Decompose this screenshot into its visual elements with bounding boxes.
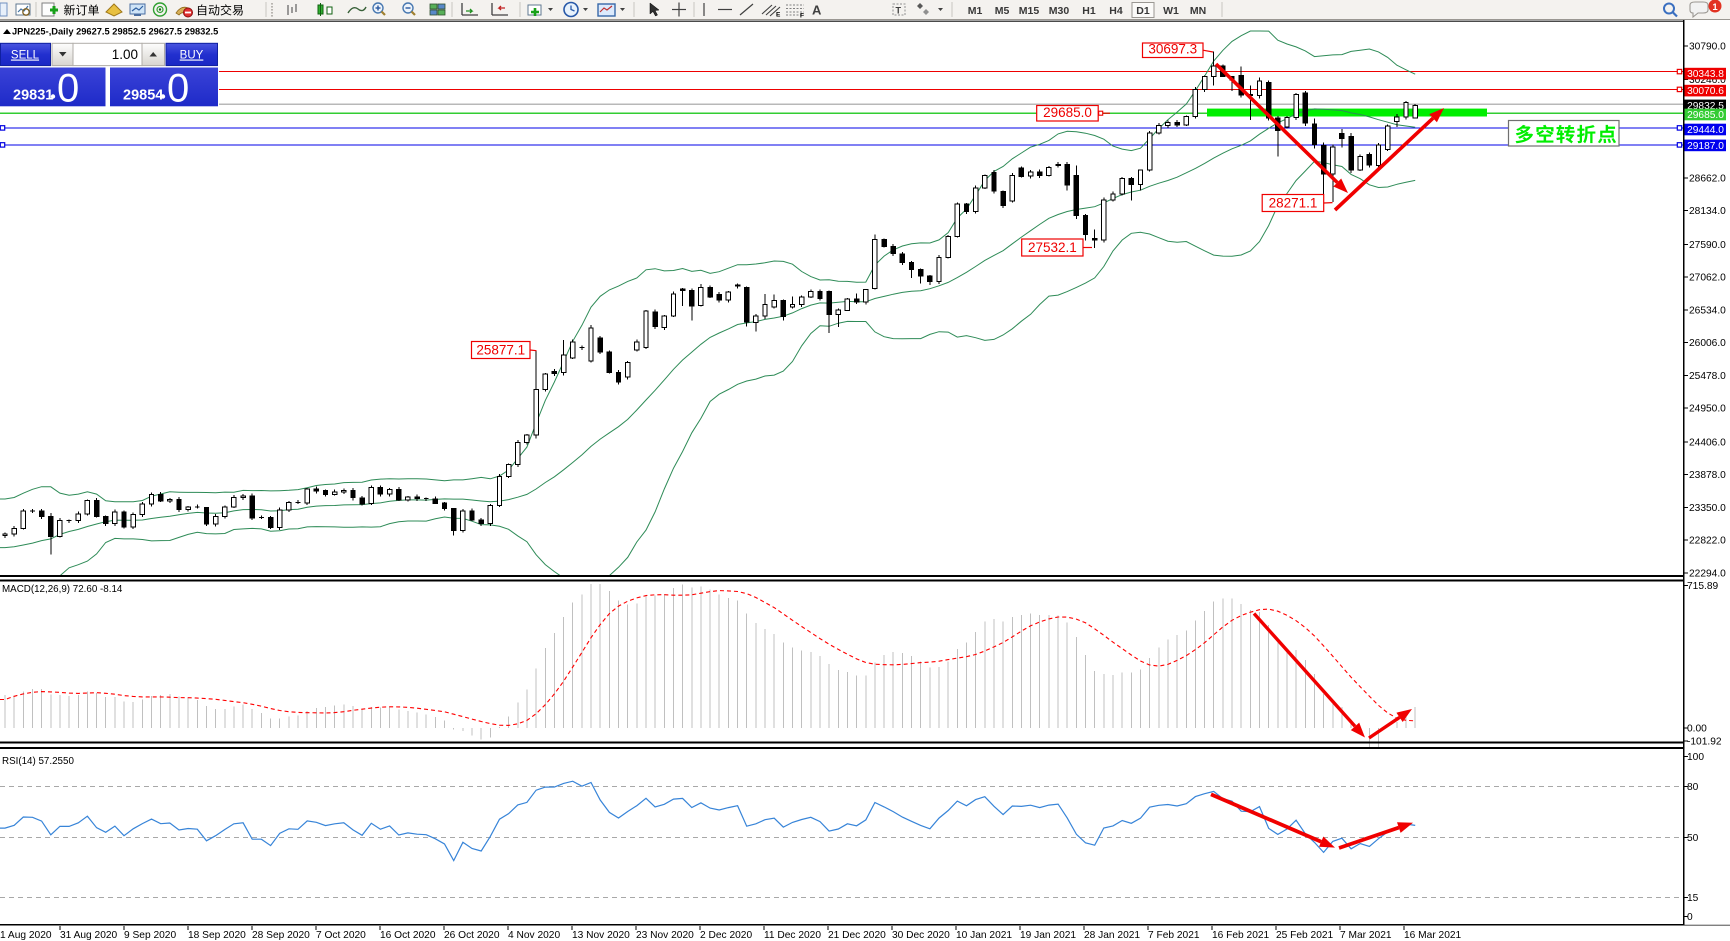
- svg-text:29832.5: 29832.5: [1687, 101, 1724, 112]
- svg-text:30343.8: 30343.8: [1687, 69, 1724, 80]
- svg-text:D1: D1: [1136, 5, 1150, 17]
- svg-text:25 Feb 2021: 25 Feb 2021: [1276, 930, 1334, 941]
- svg-text:M1: M1: [968, 5, 983, 17]
- svg-text:10 Jan 2021: 10 Jan 2021: [956, 930, 1012, 941]
- svg-text:22294.0: 22294.0: [1689, 569, 1726, 580]
- svg-text:1: 1: [1712, 2, 1718, 13]
- svg-text:M15: M15: [1019, 5, 1040, 17]
- svg-text:2 Dec 2020: 2 Dec 2020: [700, 930, 752, 941]
- svg-text:24950.0: 24950.0: [1689, 404, 1726, 415]
- svg-text:21 Dec 2020: 21 Dec 2020: [828, 930, 886, 941]
- svg-text:31 Aug 2020: 31 Aug 2020: [60, 930, 118, 941]
- svg-text:16 Mar 2021: 16 Mar 2021: [1404, 930, 1462, 941]
- svg-text:22822.0: 22822.0: [1689, 536, 1726, 547]
- svg-text:25478.0: 25478.0: [1689, 371, 1726, 382]
- svg-text:30070.6: 30070.6: [1687, 86, 1724, 97]
- svg-text:28134.0: 28134.0: [1689, 206, 1726, 217]
- svg-text:100: 100: [1687, 752, 1704, 763]
- svg-text:30 Dec 2020: 30 Dec 2020: [892, 930, 950, 941]
- svg-text:30246.0: 30246.0: [1689, 75, 1726, 86]
- svg-text:15: 15: [1687, 893, 1699, 904]
- svg-text:M5: M5: [995, 5, 1010, 17]
- svg-text:-101.92: -101.92: [1687, 737, 1722, 748]
- svg-text:H1: H1: [1082, 5, 1096, 17]
- svg-text:29685.0: 29685.0: [1687, 110, 1724, 121]
- svg-text:1 Aug 2020: 1 Aug 2020: [0, 930, 52, 941]
- svg-text:24406.0: 24406.0: [1689, 438, 1726, 449]
- svg-text:4 Nov 2020: 4 Nov 2020: [508, 930, 560, 941]
- svg-text:26 Oct 2020: 26 Oct 2020: [444, 930, 500, 941]
- svg-text:28271.1: 28271.1: [1269, 196, 1318, 211]
- svg-text:27532.1: 27532.1: [1028, 240, 1077, 255]
- svg-text:MACD(12,26,9) 72.60 -8.14: MACD(12,26,9) 72.60 -8.14: [2, 584, 123, 595]
- svg-text:30790.0: 30790.0: [1689, 42, 1726, 53]
- svg-text:BUY: BUY: [180, 50, 204, 62]
- svg-text:715.89: 715.89: [1687, 581, 1718, 592]
- svg-text:0: 0: [1687, 912, 1693, 923]
- svg-text:RSI(14) 57.2550: RSI(14) 57.2550: [2, 756, 74, 767]
- svg-text:16 Oct 2020: 16 Oct 2020: [380, 930, 436, 941]
- svg-text:30697.3: 30697.3: [1148, 42, 1197, 57]
- svg-text:18 Sep 2020: 18 Sep 2020: [188, 930, 246, 941]
- svg-text:29187.0: 29187.0: [1687, 141, 1724, 152]
- svg-text:MN: MN: [1190, 5, 1206, 17]
- svg-text:50: 50: [1687, 833, 1699, 844]
- svg-text:29831: 29831: [13, 88, 53, 104]
- svg-text:1.00: 1.00: [112, 47, 138, 62]
- svg-text:A: A: [812, 3, 822, 18]
- svg-text:27590.0: 27590.0: [1689, 240, 1726, 251]
- svg-text:28662.0: 28662.0: [1689, 174, 1726, 185]
- svg-text:23 Nov 2020: 23 Nov 2020: [636, 930, 694, 941]
- svg-text:80: 80: [1687, 782, 1699, 793]
- svg-text:28 Jan 2021: 28 Jan 2021: [1084, 930, 1140, 941]
- svg-text:M30: M30: [1049, 5, 1070, 17]
- svg-text:SELL: SELL: [11, 50, 40, 62]
- svg-text:29854: 29854: [123, 88, 163, 104]
- svg-text:28 Sep 2020: 28 Sep 2020: [252, 930, 310, 941]
- svg-text:7 Mar 2021: 7 Mar 2021: [1340, 930, 1392, 941]
- svg-text:T: T: [896, 6, 902, 16]
- svg-text:W1: W1: [1163, 5, 1179, 17]
- svg-text:16 Feb 2021: 16 Feb 2021: [1212, 930, 1270, 941]
- svg-text:29444.0: 29444.0: [1687, 125, 1724, 136]
- svg-text:E: E: [776, 12, 781, 19]
- svg-text:11 Dec 2020: 11 Dec 2020: [764, 930, 821, 941]
- svg-text:29685.0: 29685.0: [1043, 105, 1092, 120]
- svg-text:7 Feb 2021: 7 Feb 2021: [1148, 930, 1200, 941]
- svg-text:JPN225-,Daily 29627.5 29852.5: JPN225-,Daily 29627.5 29852.5 29627.5 29…: [12, 27, 218, 37]
- svg-text:H4: H4: [1109, 5, 1123, 17]
- svg-text:9 Sep 2020: 9 Sep 2020: [124, 930, 176, 941]
- svg-text:25877.1: 25877.1: [476, 343, 525, 358]
- svg-text:26006.0: 26006.0: [1689, 338, 1726, 349]
- svg-text:26534.0: 26534.0: [1689, 306, 1726, 317]
- svg-text:0.00: 0.00: [1687, 724, 1707, 735]
- svg-text:F: F: [800, 13, 804, 20]
- svg-text:0: 0: [167, 67, 189, 111]
- svg-text:7 Oct 2020: 7 Oct 2020: [316, 930, 366, 941]
- svg-text:27062.0: 27062.0: [1689, 273, 1726, 284]
- svg-text:13 Nov 2020: 13 Nov 2020: [572, 930, 630, 941]
- svg-text:23878.0: 23878.0: [1689, 470, 1726, 481]
- svg-text:0: 0: [57, 67, 79, 111]
- svg-text:19 Jan 2021: 19 Jan 2021: [1020, 930, 1076, 941]
- svg-text:23350.0: 23350.0: [1689, 503, 1726, 514]
